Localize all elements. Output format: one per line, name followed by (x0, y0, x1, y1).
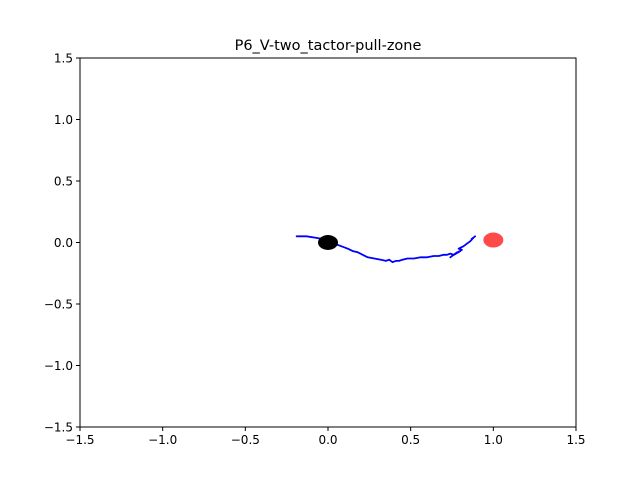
start-marker (318, 235, 338, 250)
y-tick-label: −1.0 (44, 359, 73, 373)
x-tick-label: 1.0 (484, 433, 503, 447)
plot-content (295, 232, 504, 264)
y-tick-label: 0.5 (54, 175, 73, 189)
trajectory-line (295, 235, 477, 264)
x-tick-label: 0.5 (401, 433, 420, 447)
x-tick-label: 1.5 (566, 433, 585, 447)
x-tick-label: −0.5 (231, 433, 260, 447)
y-axis: −1.5 −1.0 −0.5 0.0 0.5 1.0 1.5 (44, 52, 80, 435)
y-tick-label: −0.5 (44, 298, 73, 312)
chart-title: P6_V-two_tactor-pull-zone (235, 38, 422, 54)
x-axis: −1.5 −1.0 −0.5 0.0 0.5 1.0 1.5 (65, 427, 586, 447)
y-tick-label: 0.0 (54, 236, 73, 250)
y-tick-label: 1.5 (54, 52, 73, 66)
x-tick-label: −1.5 (65, 433, 94, 447)
x-tick-label: 0.0 (318, 433, 337, 447)
y-tick-label: −1.5 (44, 421, 73, 435)
target-marker (483, 232, 504, 248)
y-tick-label: 1.0 (54, 113, 73, 127)
x-tick-label: −1.0 (148, 433, 177, 447)
